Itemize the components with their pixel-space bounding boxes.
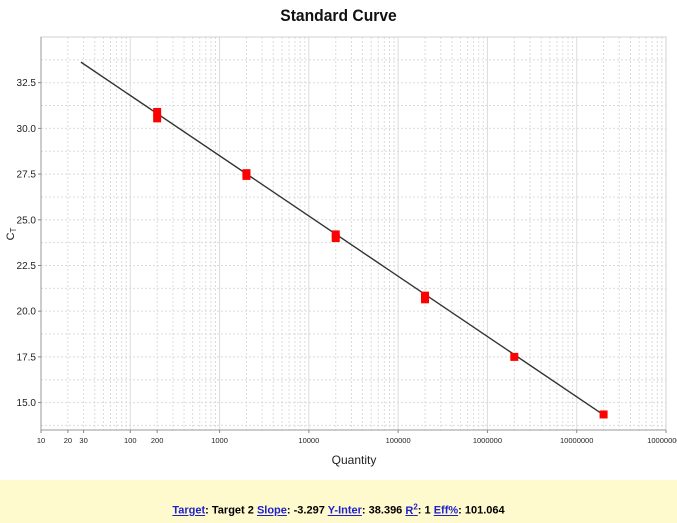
y-tick-label: 22.5 <box>17 261 37 272</box>
y-axis-label: CT <box>5 227 18 240</box>
slope-link[interactable]: Slope <box>256 504 287 517</box>
x-tick-label: 20 <box>64 436 72 445</box>
r2-link[interactable]: R2 <box>405 502 418 517</box>
grid-layer <box>40 36 666 430</box>
y-tick-label: 32.5 <box>17 78 37 89</box>
x-tick-label: 100000000 <box>647 436 677 445</box>
y-inter-value: 38.396 <box>368 504 403 517</box>
target-value: Target 2 <box>211 504 254 517</box>
x-tick-label: 10 <box>37 436 45 445</box>
tick-layer: 10 20 30 100 200 1000 10000 100000 1000000 100000… <box>17 78 677 445</box>
r2-label: R <box>405 504 414 517</box>
x-tick-label: 10000000 <box>560 436 593 445</box>
x-tick-label: 1000000 <box>473 436 502 445</box>
r2-sup: 2 <box>413 502 418 511</box>
r2-value: 1 <box>424 504 431 517</box>
y-tick-label: 25.0 <box>17 215 37 226</box>
y-axis-label-main: C <box>5 232 17 240</box>
x-tick-label: 10000 <box>298 436 319 445</box>
y-tick-label: 15.0 <box>17 398 37 409</box>
data-point <box>421 295 430 304</box>
x-tick-label: 1000 <box>211 436 228 445</box>
x-tick-label: 100 <box>124 436 137 445</box>
x-axis-label: Quantity <box>332 453 377 467</box>
x-tick-label: 100000 <box>386 436 411 445</box>
chart-title: Standard Curve <box>280 6 397 25</box>
data-point <box>510 352 519 361</box>
y-tick-label: 20.0 <box>17 307 37 318</box>
x-tick-label: 30 <box>79 436 87 445</box>
x-tick-label: 200 <box>151 436 164 445</box>
eff-link[interactable]: Eff% <box>433 504 459 517</box>
eff-value: 101.064 <box>464 504 505 517</box>
data-point <box>599 410 608 419</box>
y-axis-label-sub: T <box>9 227 18 232</box>
y-tick-label: 17.5 <box>17 352 37 363</box>
data-point <box>242 171 251 180</box>
y-tick-label: 27.5 <box>17 170 37 181</box>
point-layer <box>153 107 608 419</box>
y-inter-link[interactable]: Y-Inter <box>327 504 362 517</box>
slope-value: -3.297 <box>293 504 325 517</box>
data-point <box>153 114 162 123</box>
stats-footer: Target: Target 2 Slope: -3.297 Y-Inter: … <box>0 480 677 523</box>
target-link[interactable]: Target <box>172 504 206 517</box>
y-tick-label: 30.0 <box>17 124 37 135</box>
chart-svg: 10 20 30 100 200 1000 10000 100000 1000000 100000… <box>5 36 677 467</box>
data-point <box>153 107 162 116</box>
data-point <box>331 234 340 243</box>
